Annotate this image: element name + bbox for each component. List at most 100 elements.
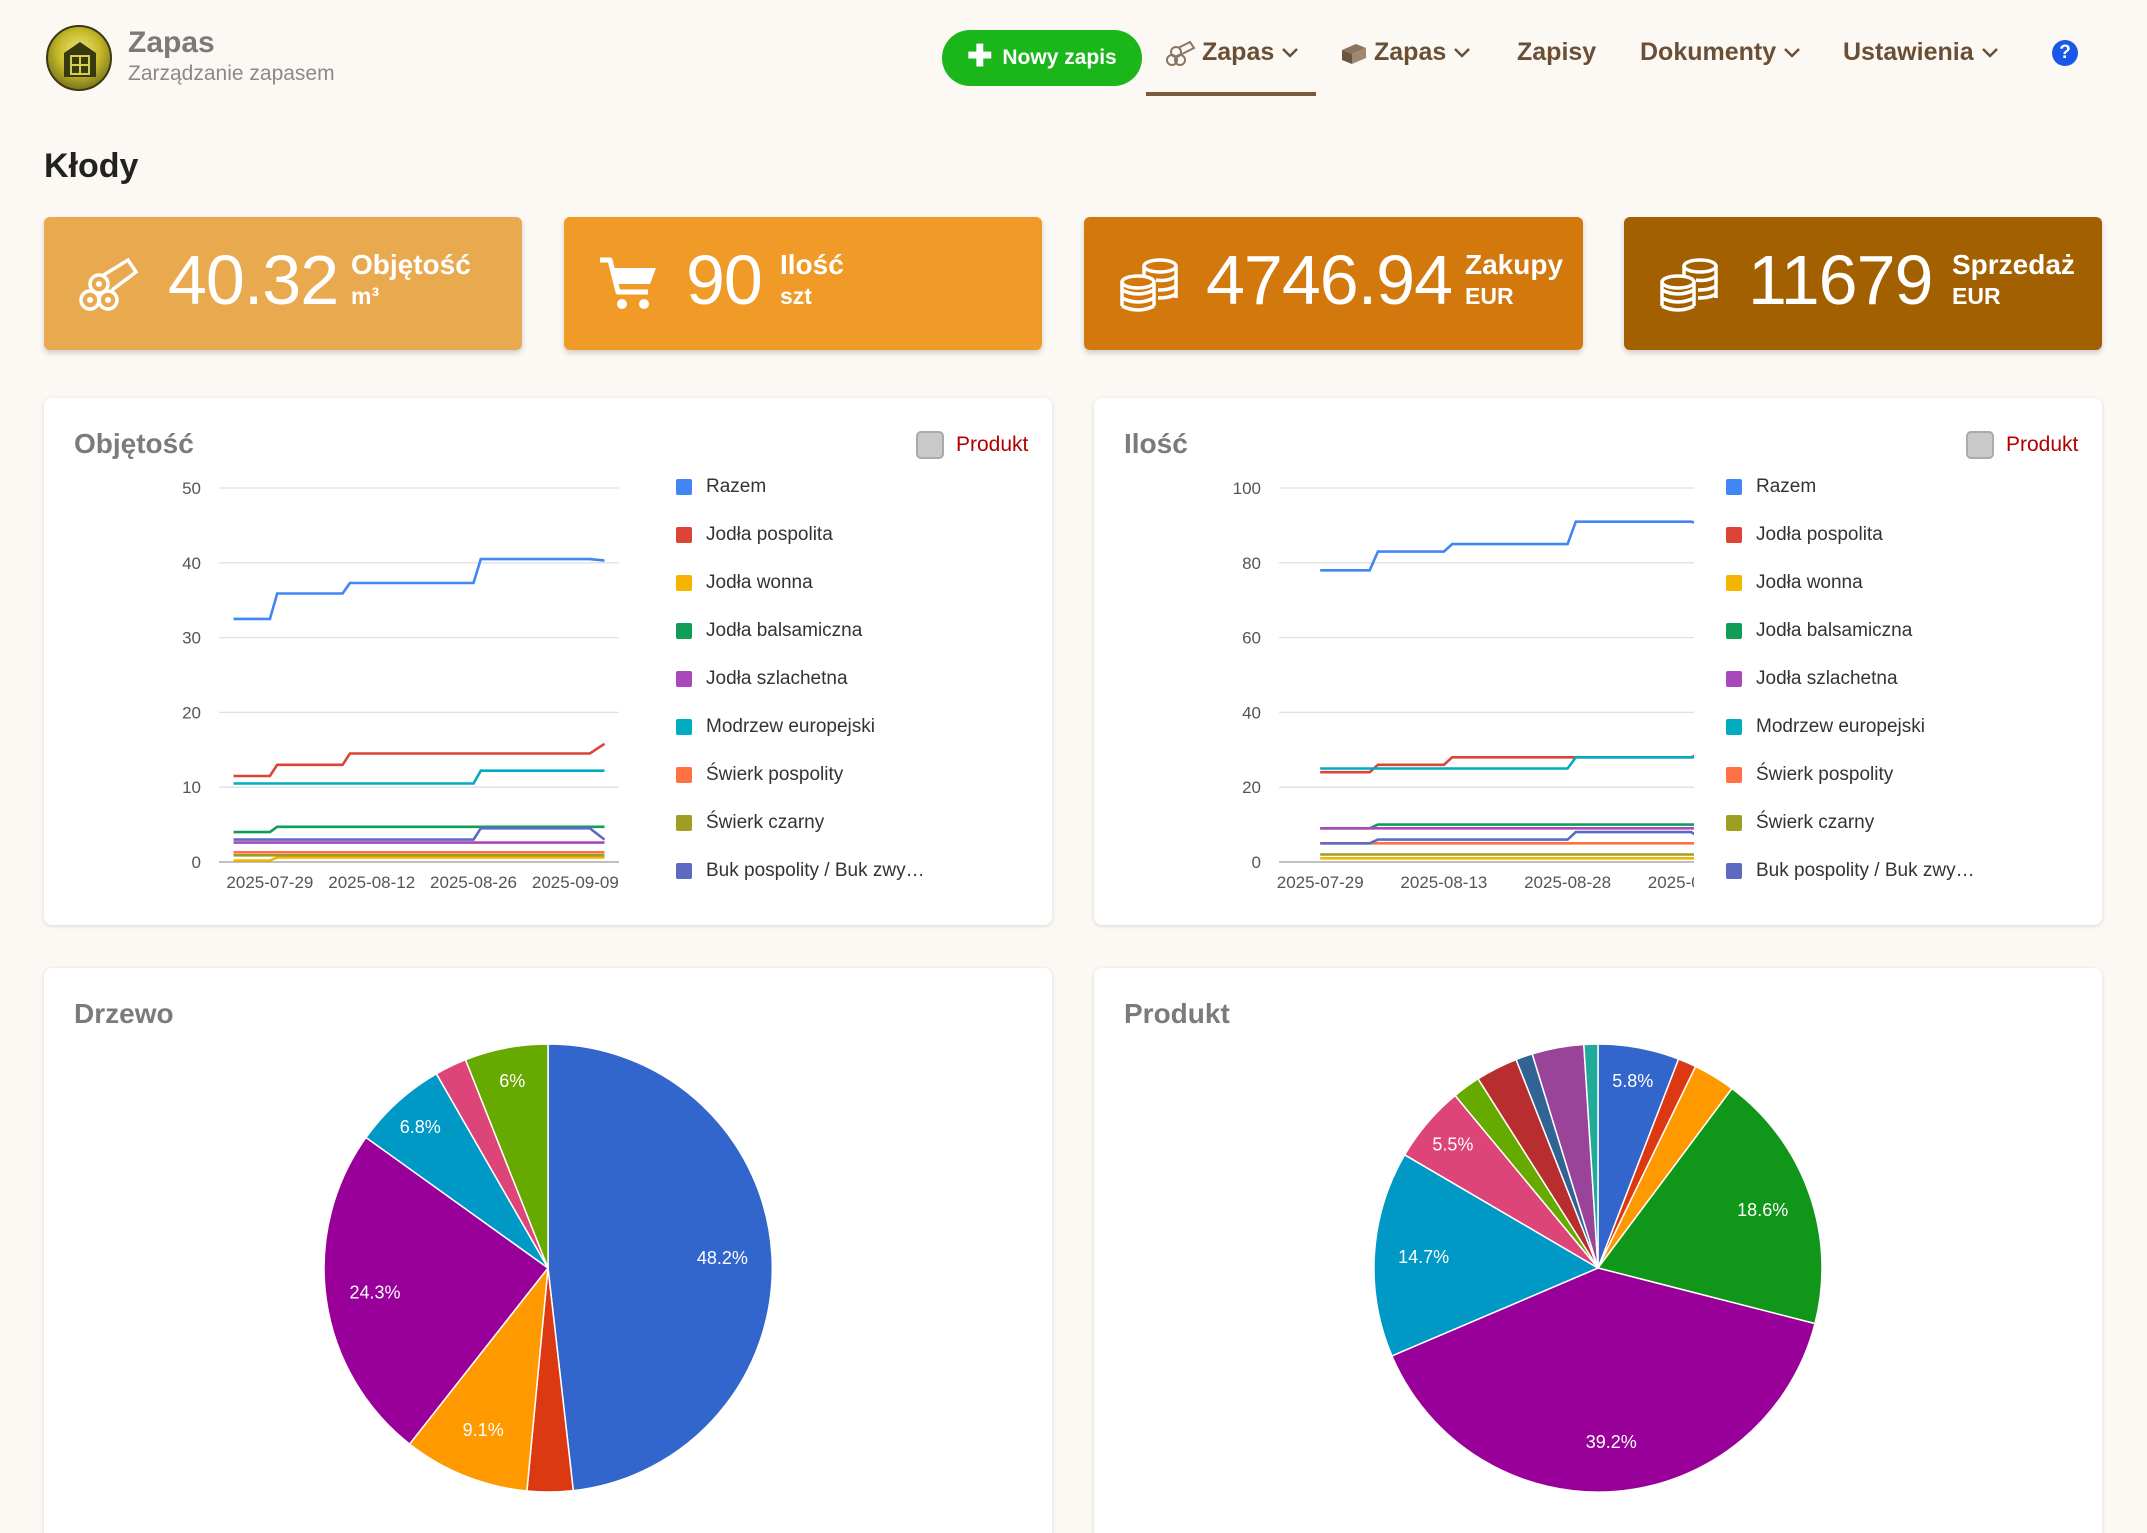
legend-swatch bbox=[1726, 479, 1742, 495]
volume-unit: m³ bbox=[351, 283, 380, 309]
chart-title: Drzewo bbox=[74, 998, 174, 1029]
legend-label: Jodła balsamiczna bbox=[1756, 620, 1913, 641]
page-title: Kłody bbox=[44, 147, 139, 185]
legend-label: Jodła pospolita bbox=[1756, 524, 1883, 545]
legend-swatch bbox=[1726, 527, 1742, 543]
legend-item[interactable]: Jodła pospolita bbox=[1726, 524, 1883, 546]
warehouse-icon bbox=[64, 42, 96, 77]
legend-label: Jodła balsamiczna bbox=[706, 620, 863, 641]
series-line[interactable] bbox=[1320, 755, 1694, 770]
legend-item[interactable]: Modrzew europejski bbox=[676, 716, 875, 738]
y-tick-label: 20 bbox=[1242, 778, 1261, 797]
new-record-button[interactable]: ✚ Nowy zapis bbox=[942, 30, 1142, 86]
pie-slice-label: 24.3% bbox=[349, 1283, 400, 1303]
legend-item[interactable]: Jodła szlachetna bbox=[1726, 668, 1898, 690]
legend-swatch bbox=[1726, 767, 1742, 783]
legend-swatch bbox=[676, 719, 692, 735]
help-icon[interactable]: ? bbox=[2052, 40, 2078, 66]
series-line[interactable] bbox=[233, 856, 605, 862]
chevron-down-icon bbox=[1454, 47, 1471, 58]
legend-item[interactable]: Świerk pospolity bbox=[1726, 764, 1893, 786]
legend-item[interactable]: Jodła balsamiczna bbox=[676, 620, 862, 642]
series-line[interactable] bbox=[1320, 520, 1694, 572]
product-toggle[interactable]: Produkt bbox=[916, 431, 1028, 459]
legend-swatch bbox=[676, 527, 692, 543]
y-tick-label: 50 bbox=[182, 479, 201, 498]
sales-label: Sprzedaż bbox=[1952, 249, 2075, 280]
chevron-down-icon bbox=[1282, 47, 1299, 58]
legend-item[interactable]: Razem bbox=[1726, 476, 1816, 498]
new-record-label: Nowy zapis bbox=[1002, 46, 1117, 69]
pie-slice[interactable] bbox=[323, 1136, 550, 1446]
series-line[interactable] bbox=[233, 825, 605, 834]
series-line[interactable] bbox=[233, 826, 606, 841]
x-tick-label: 2025-08-12 bbox=[328, 873, 415, 892]
nav-boards-stock[interactable]: Zapas bbox=[1340, 38, 1472, 67]
nav-logs-stock[interactable]: Zapas bbox=[1166, 38, 1300, 67]
y-tick-label: 10 bbox=[182, 778, 201, 797]
chart-title: Objętość bbox=[74, 428, 194, 459]
legend-item[interactable]: Modrzew europejski bbox=[1726, 716, 1925, 738]
legend-item[interactable]: Jodła wonna bbox=[676, 572, 813, 594]
pie-slice[interactable] bbox=[1390, 1267, 1816, 1493]
app-logo[interactable] bbox=[46, 25, 112, 91]
checkbox[interactable] bbox=[916, 431, 944, 459]
sales-value: 11679 bbox=[1748, 241, 1933, 319]
chart-title: Ilość bbox=[1124, 428, 1188, 459]
checkbox[interactable] bbox=[1966, 431, 1994, 459]
legend-item[interactable]: Razem bbox=[676, 476, 766, 498]
pie-slice-label: 18.6% bbox=[1737, 1200, 1788, 1220]
legend-swatch bbox=[1726, 863, 1742, 879]
series-line[interactable] bbox=[233, 742, 606, 778]
legend-label: Jodła wonna bbox=[706, 572, 813, 593]
pie-slice[interactable] bbox=[1373, 1153, 1600, 1357]
legend-label: Razem bbox=[1756, 476, 1817, 497]
nav-label: Ustawienia bbox=[1843, 38, 1974, 66]
legend-item[interactable]: Świerk czarny bbox=[1726, 812, 1874, 834]
legend-item[interactable]: Jodła pospolita bbox=[676, 524, 833, 546]
x-tick-label: 2025-07-29 bbox=[226, 873, 313, 892]
y-tick-label: 40 bbox=[1242, 703, 1261, 722]
legend-item[interactable]: Buk pospolity / Buk zwy… bbox=[676, 860, 925, 882]
volume-line-chart: 0 10 20 30 40 50 2025-07-29 2025-08-12 2025-08-2… bbox=[182, 479, 619, 892]
nav-records[interactable]: Zapisy bbox=[1517, 38, 1596, 67]
legend-swatch bbox=[676, 575, 692, 591]
pie-slice-label: 14.7% bbox=[1398, 1247, 1449, 1267]
purchases-label: Zakupy bbox=[1465, 249, 1564, 280]
series-line[interactable] bbox=[233, 769, 605, 785]
cart-icon bbox=[600, 257, 656, 309]
legend-item[interactable]: Świerk pospolity bbox=[676, 764, 843, 786]
pie-slice[interactable] bbox=[547, 1043, 773, 1492]
product-toggle[interactable]: Produkt bbox=[1966, 431, 2078, 459]
y-tick-label: 0 bbox=[1252, 853, 1261, 872]
coins-icon bbox=[1120, 258, 1178, 312]
nav-documents[interactable]: Dokumenty bbox=[1640, 38, 1802, 67]
legend-item[interactable]: Jodła szlachetna bbox=[676, 668, 848, 690]
pie-slice[interactable] bbox=[1583, 1043, 1599, 1269]
series-line[interactable] bbox=[1320, 830, 1694, 845]
y-tick-label: 20 bbox=[182, 703, 201, 722]
x-tick-label: 2025-08-26 bbox=[430, 873, 517, 892]
legend-label: Jodła szlachetna bbox=[706, 668, 848, 689]
legend-label: Modrzew europejski bbox=[706, 716, 875, 737]
legend-swatch bbox=[1726, 575, 1742, 591]
app-name[interactable]: Zapas bbox=[128, 26, 215, 59]
legend-item[interactable]: Świerk czarny bbox=[676, 812, 824, 834]
pie-slice[interactable] bbox=[464, 1043, 549, 1269]
legend-item[interactable]: Jodła balsamiczna bbox=[1726, 620, 1912, 642]
pie-slice[interactable] bbox=[408, 1265, 549, 1492]
legend-swatch bbox=[676, 767, 692, 783]
legend-item[interactable]: Jodła wonna bbox=[1726, 572, 1863, 594]
nav-settings[interactable]: Ustawienia bbox=[1843, 38, 2000, 67]
legend-label: Buk pospolity / Buk zwy… bbox=[706, 860, 925, 881]
pie-slice[interactable] bbox=[1596, 1087, 1823, 1325]
sales-stat-card: 11679 Sprzedaż EUR bbox=[1624, 217, 2102, 350]
legend-label: Jodła szlachetna bbox=[1756, 668, 1898, 689]
logs-icon bbox=[79, 257, 139, 311]
coins-icon bbox=[1660, 258, 1718, 312]
series-line[interactable] bbox=[233, 557, 605, 621]
pie-slice-label: 48.2% bbox=[697, 1248, 748, 1268]
quantity-unit: szt bbox=[780, 283, 812, 309]
pie-slice-label: 5.8% bbox=[1612, 1071, 1653, 1091]
legend-item[interactable]: Buk pospolity / Buk zwy… bbox=[1726, 860, 1975, 882]
